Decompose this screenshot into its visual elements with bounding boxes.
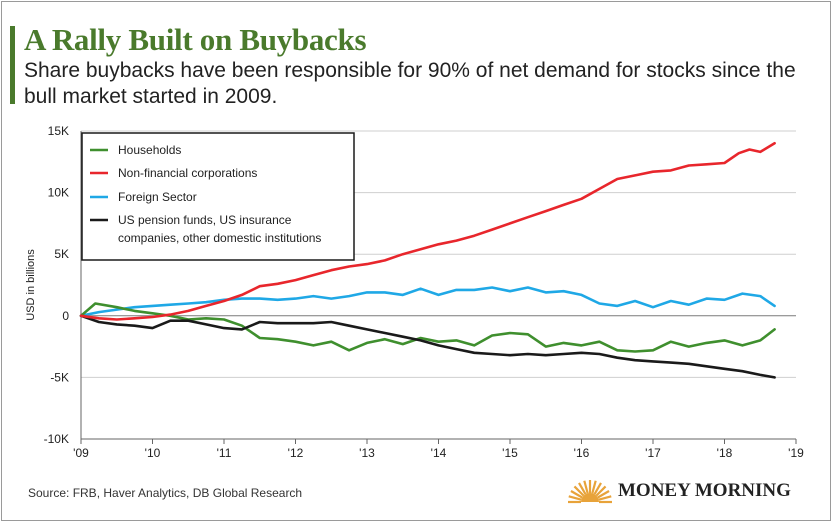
sun-ray <box>573 485 585 497</box>
x-tick-label: '10 <box>145 446 161 460</box>
sun-ray <box>583 480 589 494</box>
y-tick-label: -5K <box>50 370 69 384</box>
x-tick-label: '18 <box>717 446 733 460</box>
sun-disc <box>581 493 599 502</box>
money-morning-logo: MONEY MORNING <box>562 476 818 506</box>
y-tick-label: 5K <box>54 247 69 261</box>
sun-ray <box>568 495 582 501</box>
chart-subtitle: Share buybacks have been responsible for… <box>24 59 796 108</box>
title-accent-bar <box>10 26 15 104</box>
x-tick-label: '14 <box>431 446 447 460</box>
sun-ray <box>597 490 610 499</box>
series-line-households <box>79 302 776 353</box>
series-line-foreign <box>79 286 776 318</box>
x-tick-label: '13 <box>359 446 375 460</box>
y-tick-label: 15K <box>48 124 69 138</box>
sun-ray <box>595 485 607 497</box>
x-tick-label: '19 <box>788 446 804 460</box>
source-note: Source: FRB, Haver Analytics, DB Global … <box>28 486 303 500</box>
x-tick-label: '15 <box>502 446 518 460</box>
x-tick-label: '12 <box>288 446 304 460</box>
x-tick-label: '09 <box>73 446 89 460</box>
sun-ray <box>598 495 612 501</box>
x-tick-label: '17 <box>645 446 661 460</box>
legend-box <box>81 132 355 261</box>
legend-label-households: Households <box>118 143 181 157</box>
legend-label-pension: companies, other domestic institutions <box>118 231 321 245</box>
chart-title: A Rally Built on Buybacks <box>24 22 367 57</box>
sun-ray <box>570 490 583 499</box>
sun-ray <box>593 482 602 495</box>
logo-text: MONEY MORNING <box>618 480 791 501</box>
y-tick-label: 0 <box>62 309 69 323</box>
sun-ray <box>578 482 587 495</box>
legend-label-pension: US pension funds, US insurance <box>118 213 292 227</box>
legend-label-foreign: Foreign Sector <box>118 190 197 204</box>
sun-ray <box>591 480 597 494</box>
y-tick-label: -10K <box>44 432 69 446</box>
x-tick-label: '11 <box>217 446 232 460</box>
y-axis-label: USD in billions <box>25 249 37 321</box>
series-line-corporations <box>79 142 776 321</box>
x-tick-label: '16 <box>574 446 590 460</box>
series-line-pension <box>79 314 776 379</box>
legend-label-corporations: Non-financial corporations <box>118 166 257 180</box>
y-tick-label: 10K <box>48 186 69 200</box>
sun-icon <box>568 480 612 504</box>
